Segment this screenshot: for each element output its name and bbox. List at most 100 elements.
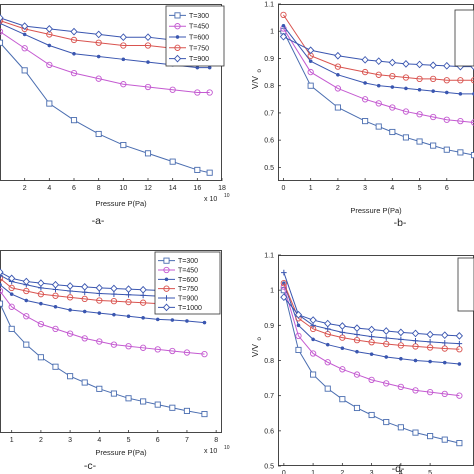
data-point <box>280 293 288 302</box>
x-tick-label: 5 <box>127 437 131 444</box>
data-point <box>23 313 30 320</box>
data-point <box>81 335 88 342</box>
x-exponent-power: 10 <box>224 445 230 451</box>
data-point <box>144 83 152 91</box>
x-tick-label: 3 <box>370 470 374 474</box>
data-point <box>375 71 382 78</box>
data-point <box>39 301 43 306</box>
data-point <box>21 22 29 30</box>
data-point <box>384 355 389 359</box>
data-point <box>397 328 405 337</box>
data-point <box>376 83 381 88</box>
legend-entry: T=750 <box>178 286 198 293</box>
data-point <box>45 25 53 33</box>
legend-marker <box>174 23 181 30</box>
data-point <box>95 30 103 39</box>
series-line-3 <box>283 14 474 81</box>
data-point <box>155 317 160 322</box>
data-point <box>8 284 15 292</box>
data-point <box>361 68 369 76</box>
chart-panel-b: 0 1 2 3 4 5 6 0.5 0.6 0.7 0.8 0.9 1 1.1 Pressure P(Pa)… <box>251 2 474 229</box>
data-point <box>456 440 463 447</box>
data-point <box>339 396 346 403</box>
data-point <box>120 42 127 49</box>
data-point <box>66 282 74 290</box>
x-tick-label: 1 <box>311 470 315 474</box>
data-point <box>96 385 103 392</box>
data-point <box>416 138 423 145</box>
data-point <box>125 298 132 306</box>
data-point <box>307 82 314 89</box>
data-point <box>23 287 30 295</box>
legend-entry: T=600 <box>189 35 209 42</box>
series-line-1 <box>283 286 460 397</box>
data-point <box>126 314 131 319</box>
data-point <box>443 116 450 123</box>
data-point <box>139 285 147 294</box>
data-point <box>154 346 161 353</box>
data-point <box>383 418 390 426</box>
data-point <box>456 392 463 399</box>
data-point <box>441 436 448 443</box>
data-point <box>124 285 133 293</box>
x-tick-label: 2 <box>336 185 340 192</box>
data-point <box>96 297 103 304</box>
x-tick-label: 18 <box>218 185 226 192</box>
data-point <box>0 268 4 276</box>
data-point <box>21 67 28 74</box>
data-point <box>52 325 59 333</box>
data-point <box>415 60 424 69</box>
data-point <box>427 433 434 440</box>
data-point <box>412 338 419 344</box>
legend-entry: T=1000 <box>178 305 202 312</box>
data-point <box>52 292 59 299</box>
data-point <box>281 23 286 28</box>
data-point <box>397 383 405 391</box>
data-point <box>97 311 102 315</box>
y-tick-label: 0.9 <box>264 323 274 330</box>
x-tick-label: 3 <box>363 185 367 192</box>
data-point <box>426 388 434 396</box>
data-point <box>353 404 361 412</box>
series-line-1 <box>0 290 205 355</box>
x-tick-label: 5 <box>428 470 432 474</box>
panel-label: -a- <box>92 215 105 227</box>
data-point <box>140 398 147 405</box>
data-point <box>37 291 45 298</box>
data-point <box>353 324 361 333</box>
x-tick-label: 1 <box>309 185 313 192</box>
data-point <box>66 330 74 337</box>
data-point <box>281 269 287 276</box>
y-tick-label: 0.7 <box>264 110 274 117</box>
data-point <box>389 128 396 136</box>
x-tick-label: 16 <box>193 185 201 192</box>
data-point <box>146 60 150 64</box>
data-point <box>141 315 145 320</box>
data-point <box>375 123 382 130</box>
data-point <box>399 356 403 361</box>
data-point <box>353 371 361 378</box>
data-point <box>383 340 390 348</box>
data-point <box>52 363 59 370</box>
data-point <box>311 337 315 342</box>
data-point <box>310 371 317 378</box>
data-point <box>361 96 369 103</box>
legend-marker <box>163 295 170 301</box>
legend-entry: T=750 <box>189 45 209 52</box>
x-tick-label: 2 <box>23 185 27 192</box>
data-point <box>334 104 341 111</box>
data-point <box>139 299 147 306</box>
x-tick-label: 7 <box>185 437 189 444</box>
data-point <box>324 319 332 328</box>
data-point <box>294 310 303 319</box>
data-point <box>0 275 4 282</box>
data-point <box>21 45 28 52</box>
axes-frame <box>278 255 474 466</box>
data-point <box>194 89 201 96</box>
data-point <box>112 312 116 317</box>
data-point <box>354 331 360 338</box>
data-point <box>0 17 4 24</box>
data-point <box>367 325 376 334</box>
data-point <box>339 329 346 336</box>
data-point <box>144 150 152 157</box>
